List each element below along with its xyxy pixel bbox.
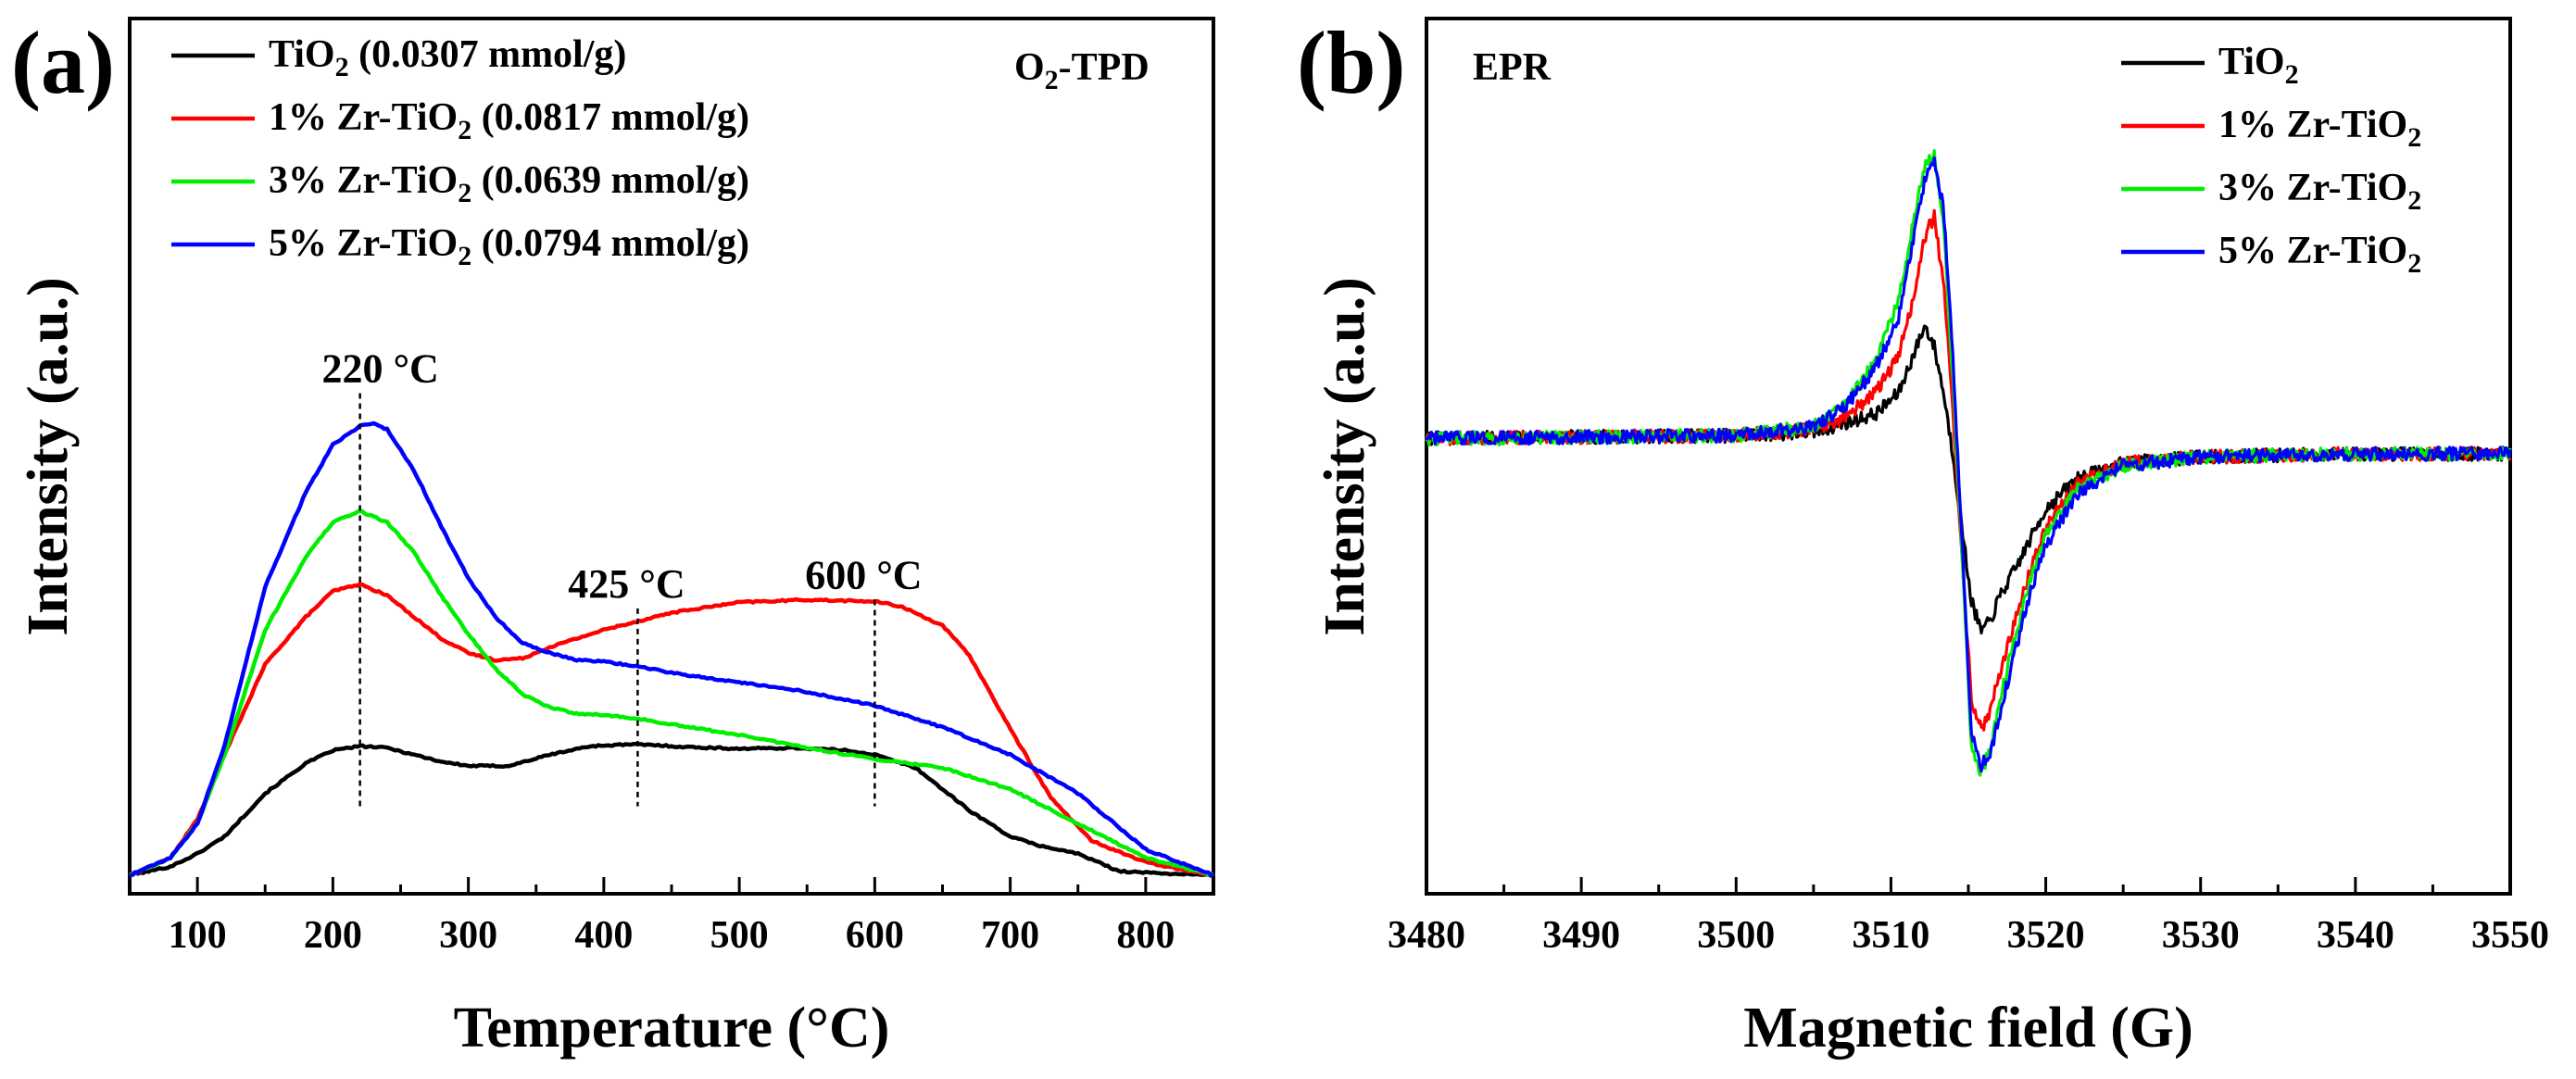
- x-tick-label: 800: [1116, 914, 1175, 957]
- x-tick-label: 600: [846, 914, 904, 957]
- x-tick-label: 200: [304, 914, 362, 957]
- panel-a-series: [128, 420, 1215, 879]
- panel-b-legend-label: 1% Zr-TiO2: [2218, 104, 2421, 153]
- panel-a-legend-label: 1% Zr-TiO2 (0.0817 mmol/g): [269, 96, 749, 145]
- panel-a-plot-frame: [128, 17, 1215, 896]
- panel-b-legend-label: TiO2: [2218, 41, 2299, 90]
- panel-a-y-axis-title: Intensity (a.u.): [17, 277, 80, 636]
- panel-b-epr-chart: (b) 3480 3490 3500 3510 3520 3530 3540 3550 TiO…: [1297, 13, 2549, 1060]
- panel-b-legend-label: 5% Zr-TiO2: [2218, 230, 2421, 279]
- x-tick-label: 3540: [2317, 914, 2394, 957]
- x-tick-label: 500: [710, 914, 769, 957]
- panel-b-series: [1425, 149, 2512, 777]
- x-tick-label: 300: [439, 914, 497, 957]
- panel-b-y-axis-title: Intensity (a.u.): [1313, 277, 1376, 636]
- panel-a-series-line-2: [128, 508, 1215, 878]
- panel-a-series-line-1: [128, 582, 1215, 878]
- panel-b-series-line-3: [1425, 156, 2512, 773]
- x-tick-label: 3550: [2471, 914, 2549, 957]
- panel-a-legend-label: TiO2 (0.0307 mmol/g): [269, 33, 626, 82]
- panel-a-annotation-label: 220 °C: [321, 345, 438, 391]
- panel-a-tpd-chart: (a) 100 200 300 400 500 600 700 800 220 °C 425 °…: [11, 13, 1215, 1060]
- panel-a-series-line-3: [129, 420, 1215, 878]
- panel-a-annotation-label: 425 °C: [568, 561, 685, 607]
- panel-b-x-ticks: 3480 3490 3500 3510 3520 3530 3540 3550: [1388, 877, 2549, 957]
- panel-a-chart-title: O2-TPD: [1014, 46, 1150, 95]
- panel-b-label: (b): [1297, 13, 1405, 112]
- panel-b-legend: TiO2 1% Zr-TiO2 3% Zr-TiO2 5% Zr-TiO2: [2121, 41, 2421, 279]
- panel-a-legend: TiO2 (0.0307 mmol/g) 1% Zr-TiO2 (0.0817 m…: [171, 33, 749, 271]
- panel-a-x-ticks: 100 200 300 400 500 600 700 800: [128, 877, 1215, 957]
- panel-b-legend-label: 3% Zr-TiO2: [2218, 167, 2421, 216]
- panel-a-series-line-0: [129, 741, 1214, 879]
- x-tick-label: 100: [169, 914, 227, 957]
- panel-b-chart-title: EPR: [1473, 46, 1552, 89]
- panel-b-series-line-0: [1425, 324, 2511, 635]
- panel-a-label: (a): [11, 13, 115, 112]
- x-tick-label: 3520: [2007, 914, 2085, 957]
- panel-b-x-axis-title: Magnetic field (G): [1743, 997, 2193, 1060]
- panel-a-annotations: 220 °C 425 °C 600 °C: [321, 345, 923, 807]
- panel-a-legend-label: 3% Zr-TiO2 (0.0639 mmol/g): [269, 159, 749, 208]
- x-tick-label: 400: [574, 914, 633, 957]
- x-tick-label: 700: [981, 914, 1039, 957]
- x-tick-label: 3530: [2162, 914, 2240, 957]
- x-tick-label: 3490: [1542, 914, 1620, 957]
- panel-a-annotation-label: 600 °C: [805, 553, 922, 598]
- x-tick-label: 3510: [1852, 914, 1929, 957]
- x-tick-label: 3500: [1697, 914, 1775, 957]
- panel-a-legend-label: 5% Zr-TiO2 (0.0794 mmol/g): [269, 222, 749, 271]
- x-tick-label: 3480: [1388, 914, 1465, 957]
- panel-a-x-axis-title: Temperature (°C): [454, 997, 890, 1060]
